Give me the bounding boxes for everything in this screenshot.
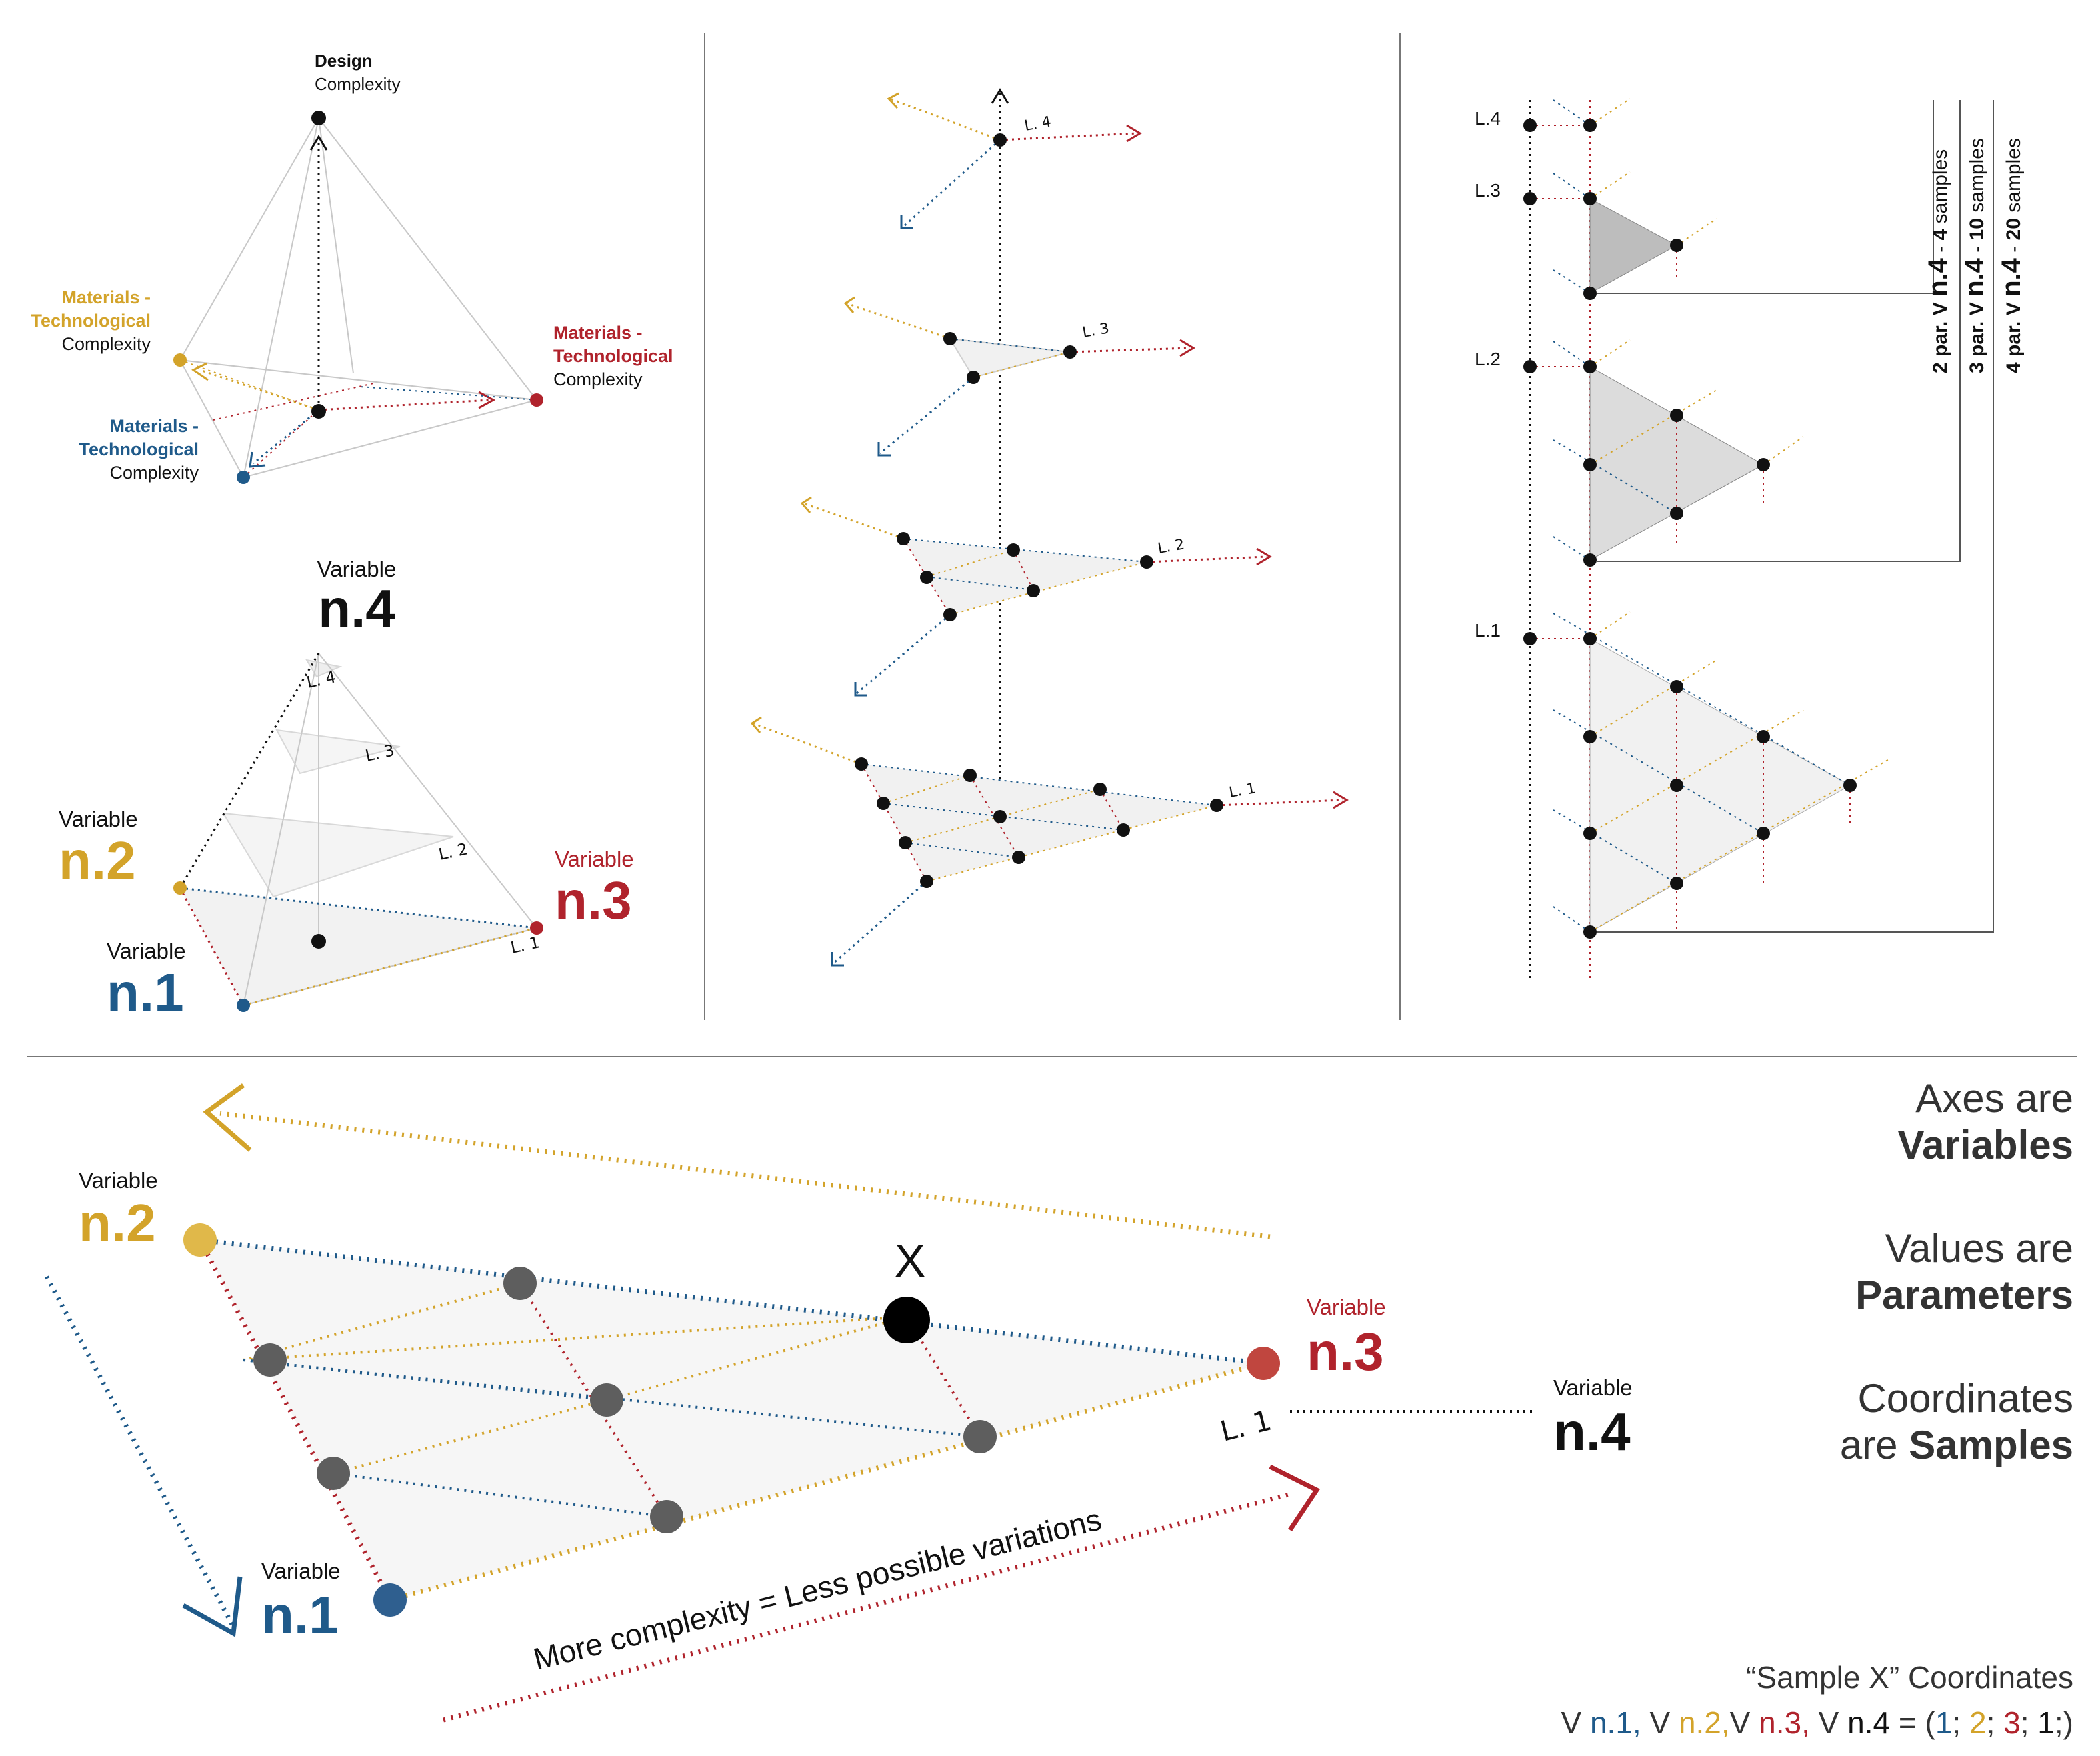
right-axis-line2: Technological	[553, 346, 673, 366]
var3-word: Variable	[555, 847, 634, 871]
b-var2-name: n.2	[79, 1193, 156, 1253]
var4-word: Variable	[317, 557, 397, 581]
level-label: L. 2	[437, 839, 469, 864]
blue-axis-line2: Technological	[79, 439, 199, 459]
b-var2-word: Variable	[79, 1168, 158, 1193]
level-label: L.2	[1475, 349, 1501, 369]
blue-axis-line1: Materials -	[109, 416, 199, 436]
level-label: L.4	[1475, 108, 1501, 129]
panel-sample-triangle: X Variable n.2 Variable n.3 Variable n.1…	[44, 1083, 1633, 1723]
right-axis-line3: Complexity	[553, 369, 643, 389]
level-label: L.1	[1475, 620, 1501, 641]
legend-axes-2: Variables	[1897, 1123, 2073, 1167]
design-sub: Complexity	[315, 74, 401, 94]
sample-x-label: X	[895, 1235, 926, 1287]
legend-coords-1: Coordinates	[1857, 1376, 2073, 1421]
level-label: L. 3	[1081, 320, 1111, 341]
sample-formula: V n.1, V n.2,V n.3, V n.4 = (1; 2; 3; 1;…	[1561, 1705, 2073, 1740]
level-label: L.3	[1475, 180, 1501, 201]
panel-layered-tetrahedron: L. 4 L. 3 L. 2 L. 1 Variable n.4 Variabl…	[59, 557, 634, 1022]
panel-tetrahedron: Design Complexity Materials - Technologi…	[31, 51, 673, 484]
b-var3-word: Variable	[1307, 1295, 1386, 1319]
var3-name: n.3	[555, 871, 632, 930]
b-var4-name: n.4	[1553, 1402, 1631, 1461]
var1-name: n.1	[107, 963, 184, 1022]
level-label: L. 1	[1228, 780, 1257, 801]
b-var1-word: Variable	[261, 1559, 341, 1583]
level-label: L. 4	[305, 667, 337, 692]
b-level-label: L. 1	[1217, 1404, 1275, 1448]
var2-word: Variable	[59, 807, 138, 831]
sample-title: “Sample X” Coordinates	[1746, 1660, 2073, 1695]
samples-3par: 3 par. V n.4 - 10 samples	[1960, 138, 1989, 373]
level-label: L. 1	[509, 933, 541, 957]
left-axis-line1: Materials -	[61, 287, 151, 307]
b-var3-name: n.3	[1307, 1322, 1384, 1381]
b-var1-name: n.1	[261, 1585, 339, 1645]
var1-word: Variable	[107, 939, 186, 963]
level-label: L. 4	[1023, 113, 1053, 135]
legend-axes-1: Axes are	[1915, 1076, 2073, 1121]
level-label: L. 2	[1157, 536, 1186, 557]
legend-coords-2: are Samples	[1840, 1423, 2073, 1467]
samples-2par: 2 par. V n.4 - 4 samples	[1923, 149, 1953, 373]
right-axis-line1: Materials -	[553, 323, 643, 343]
var4-name: n.4	[318, 579, 395, 638]
design-title: Design	[315, 51, 373, 71]
panel-exploded-levels: L. 4 L. 3 L. 2	[750, 88, 1349, 967]
b-var4-word: Variable	[1553, 1375, 1633, 1400]
left-axis-line2: Technological	[31, 311, 151, 331]
legend-values-1: Values are	[1885, 1226, 2073, 1271]
var2-name: n.2	[59, 831, 136, 890]
legend: Axes are Variables Values are Parameters…	[1561, 1076, 2073, 1740]
blue-axis-line3: Complexity	[109, 463, 199, 483]
samples-4par: 4 par. V n.4 - 20 samples	[1997, 138, 2026, 373]
legend-values-2: Parameters	[1855, 1273, 2073, 1317]
panel-projections: L.4 L.3 L.2 L.1	[1475, 98, 2026, 980]
left-axis-line3: Complexity	[61, 334, 151, 354]
